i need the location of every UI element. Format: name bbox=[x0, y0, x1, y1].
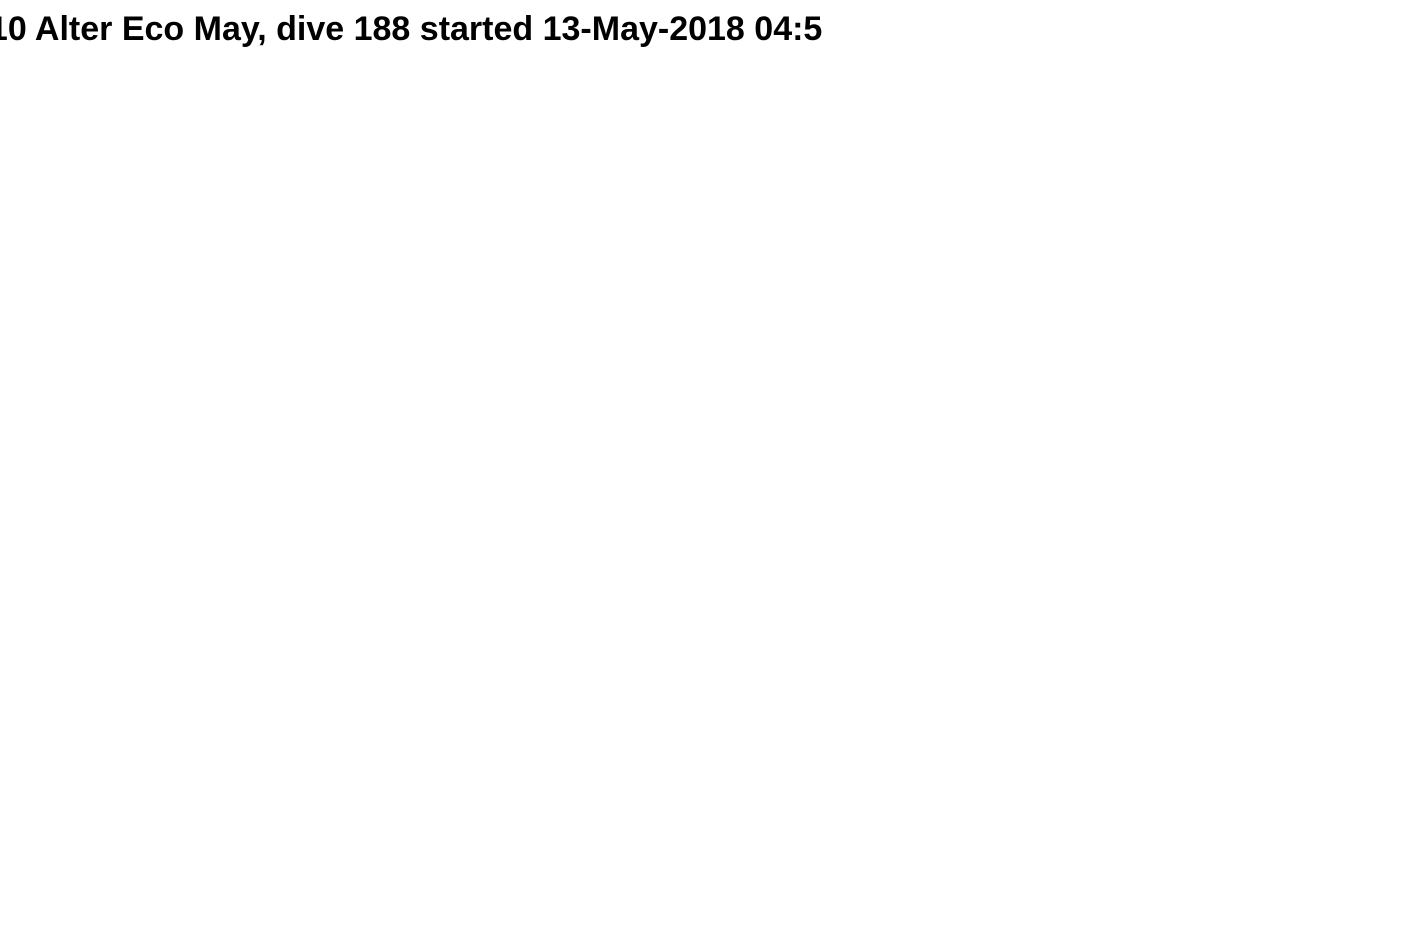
svg-text:510 Alter Eco May, dive 188 st: 510 Alter Eco May, dive 188 started 13-M… bbox=[0, 10, 822, 48]
